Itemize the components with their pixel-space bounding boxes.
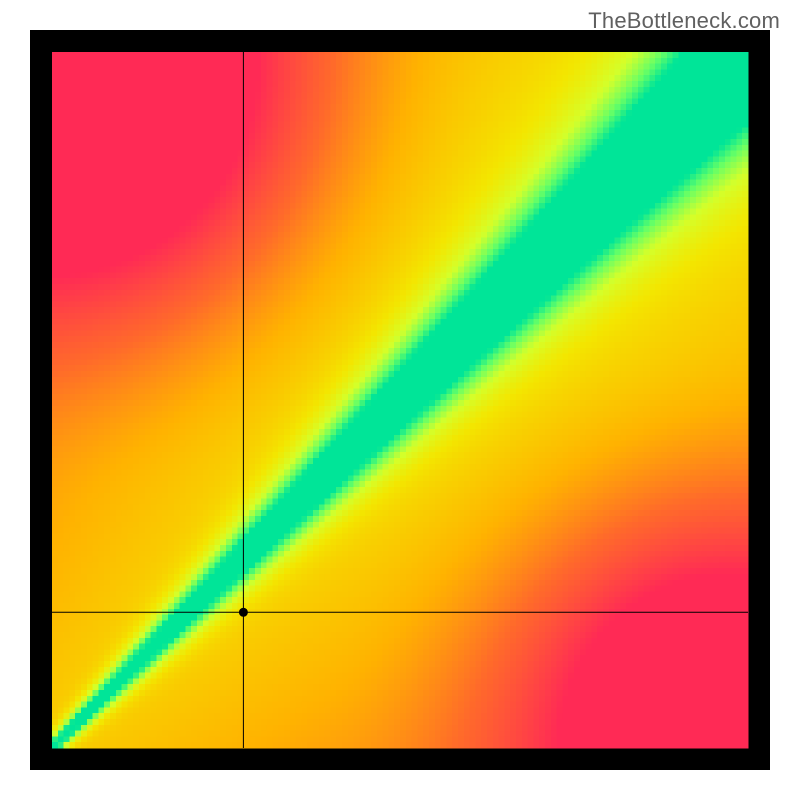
heatmap-cells (52, 52, 749, 749)
plot-frame (30, 30, 770, 770)
chart-container: TheBottleneck.com (0, 0, 800, 800)
crosshair-marker (239, 608, 248, 617)
heatmap-plot (30, 30, 770, 770)
watermark-text: TheBottleneck.com (588, 8, 780, 34)
